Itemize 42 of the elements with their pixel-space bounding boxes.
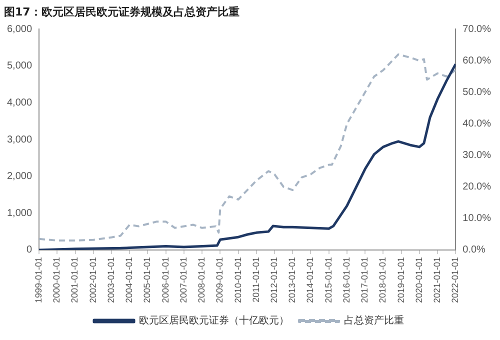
y-tick-label: 4,000: [6, 98, 32, 109]
y-tick-label: 5,000: [6, 60, 32, 72]
x-tick-label: 2019-01-01: [396, 256, 406, 304]
x-tick-label: 2013-01-01: [287, 256, 298, 304]
x-tick-label: 2022-01-01: [450, 256, 460, 304]
x-tick-label: 2008-01-01: [196, 256, 207, 304]
x-tick-label: 2003-01-01: [106, 256, 116, 304]
y2-tick-label: 40.0%: [462, 118, 492, 130]
x-tick-label: 2012-01-01: [268, 256, 279, 304]
x-tick-label: 2018-01-01: [378, 256, 388, 304]
x-tick-label: 2015-01-01: [323, 256, 334, 304]
y2-tick-label: 50.0%: [462, 87, 492, 98]
y2-tick-label: 60.0%: [462, 55, 492, 66]
x-tick-label: 2020-01-01: [414, 256, 424, 304]
y2-tick-label: 30.0%: [462, 150, 492, 162]
x-tick-label: 2009-01-01: [214, 256, 225, 304]
x-tick-label: 2005-01-01: [142, 256, 152, 304]
y-tick-label: 2,000: [6, 171, 32, 182]
y-tick-label: 6,000: [6, 24, 32, 35]
x-tick-label: 2007-01-01: [178, 256, 188, 304]
x-tick-label: 2002-01-01: [88, 256, 98, 304]
x-tick-label: 2021-01-01: [432, 256, 442, 304]
x-tick-label: 2017-01-01: [360, 256, 370, 304]
y2-tick-label: 20.0%: [462, 182, 492, 193]
x-tick-label: 2000-01-01: [52, 256, 62, 304]
legend-label: 占总资产比重: [344, 314, 404, 327]
x-tick-label: 2001-01-01: [70, 256, 80, 304]
y-tick-label: 1,000: [6, 208, 32, 219]
x-tick-label: 2014-01-01: [305, 256, 316, 304]
x-tick-label: 2004-01-01: [124, 256, 134, 304]
x-tick-label: 2010-01-01: [232, 256, 243, 304]
legend-label: 欧元区居民欧元证券（十亿欧元）: [139, 314, 289, 327]
y2-tick-label: 0.0%: [462, 244, 486, 256]
x-tick-label: 2006-01-01: [160, 256, 170, 304]
x-tick-label: 2011-01-01: [250, 256, 261, 302]
x-tick-label: 2016-01-01: [341, 256, 352, 304]
y2-tick-label: 70.0%: [462, 24, 492, 35]
y-tick-label: 0: [26, 244, 32, 256]
chart-title: 图17：欧元区居民欧元证券规模及占总资产比重: [4, 5, 240, 18]
x-tick-label: 1999-01-01: [34, 256, 44, 304]
y-tick-label: 3,000: [6, 134, 32, 146]
y2-tick-label: 10.0%: [462, 213, 492, 224]
